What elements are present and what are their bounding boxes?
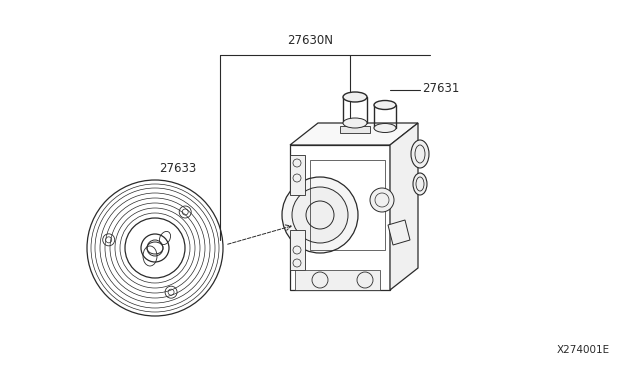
Ellipse shape bbox=[374, 100, 396, 109]
Text: X274001E: X274001E bbox=[557, 345, 610, 355]
Ellipse shape bbox=[411, 140, 429, 168]
Polygon shape bbox=[290, 155, 305, 195]
Polygon shape bbox=[390, 123, 418, 290]
Text: 27633: 27633 bbox=[159, 161, 196, 174]
Ellipse shape bbox=[343, 118, 367, 128]
Polygon shape bbox=[340, 126, 370, 133]
Ellipse shape bbox=[374, 124, 396, 132]
Ellipse shape bbox=[413, 173, 427, 195]
Circle shape bbox=[282, 177, 358, 253]
Ellipse shape bbox=[343, 92, 367, 102]
Polygon shape bbox=[295, 270, 380, 290]
Polygon shape bbox=[388, 220, 410, 245]
Text: 27630N: 27630N bbox=[287, 34, 333, 47]
Circle shape bbox=[370, 188, 394, 212]
Circle shape bbox=[292, 187, 348, 243]
Text: 27631: 27631 bbox=[422, 83, 460, 96]
Polygon shape bbox=[290, 230, 305, 270]
Polygon shape bbox=[290, 123, 418, 145]
